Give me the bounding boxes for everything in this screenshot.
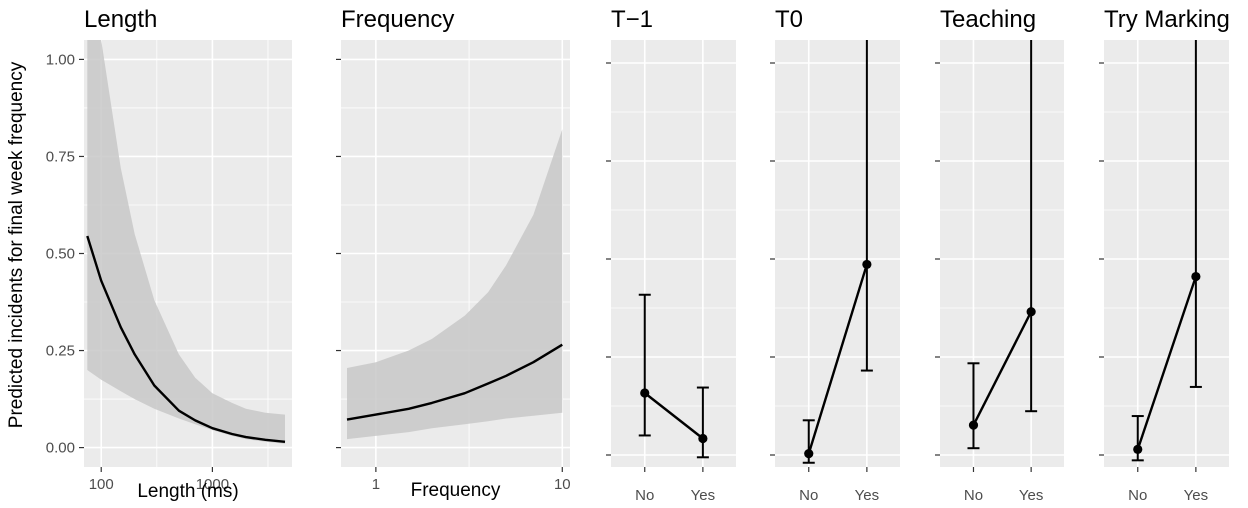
panel-title-length: Length (84, 6, 157, 33)
x-tick-label: No (635, 487, 654, 504)
marks-teaching (967, 40, 1038, 450)
confidence-band-length (87, 40, 285, 444)
y-tick-label: 0.50 (46, 246, 75, 263)
x-tick-label: No (1128, 487, 1147, 504)
y-tick-label: 0.00 (46, 440, 75, 457)
x-tick-label: 10 (554, 476, 571, 493)
fit-line-frequency (346, 343, 563, 421)
panel-background-teaching (940, 40, 1064, 467)
marks-t_minus_1 (638, 293, 709, 459)
x-axis-label-frequency: Frequency (411, 480, 501, 501)
point-yes (1026, 307, 1036, 317)
panel-background-try_marking (1104, 40, 1229, 467)
panel-title-frequency: Frequency (341, 6, 454, 33)
panel-t0: T0 No Yes (770, 6, 900, 504)
panel-try_marking: Try Marking No Yes (1099, 6, 1230, 504)
x-tick-label: No (964, 487, 983, 504)
point-yes (862, 259, 872, 270)
x-tick-label: Yes (691, 487, 715, 504)
x-tick-label: Yes (1184, 487, 1208, 504)
y-tick-label: 1.00 (46, 51, 75, 68)
panel-frequency: Frequency 1 10 Frequency (336, 6, 571, 501)
x-tick-label: 1 (372, 476, 380, 493)
panel-t_minus_1: T−1 No Yes (606, 6, 736, 504)
x-tick-label: Yes (855, 487, 879, 504)
panel-title-t_minus_1: T−1 (611, 6, 653, 33)
point-no (968, 420, 979, 430)
panel-teaching: Teaching No Yes (935, 6, 1064, 504)
point-no (640, 388, 650, 398)
panel-background-t0 (775, 40, 900, 467)
point-no (804, 449, 814, 459)
x-tick-label: 1000 (196, 476, 229, 493)
x-axis-label-length: Length (ms) (137, 481, 238, 502)
panel-length: Length 0.00 0.25 0.50 0.75 1.00 100 1000Length … (46, 6, 292, 502)
point-no (1133, 444, 1143, 455)
connect-line-t_minus_1 (644, 392, 704, 440)
fit-line-length (86, 235, 286, 443)
marks-try_marking (1131, 40, 1202, 462)
y-axis-label: Predicted incidents for final week frequ… (6, 61, 27, 428)
panel-title-t0: T0 (775, 6, 803, 33)
connect-line-try_marking (1136, 276, 1198, 450)
marks-t0 (802, 40, 873, 464)
x-tick-label: No (799, 487, 818, 504)
point-yes (1191, 271, 1201, 282)
connect-line-t0 (807, 264, 869, 455)
connect-line-teaching (972, 311, 1033, 426)
y-tick-label: 0.25 (46, 343, 75, 360)
confidence-band-frequency (347, 129, 563, 440)
panel-title-try_marking: Try Marking (1104, 6, 1230, 33)
panel-title-teaching: Teaching (940, 6, 1036, 33)
x-tick-label: Yes (1019, 487, 1043, 504)
x-tick-label: 100 (89, 476, 114, 493)
point-yes (698, 433, 708, 444)
panel-background-t_minus_1 (611, 40, 736, 467)
y-tick-label: 0.75 (46, 148, 75, 165)
